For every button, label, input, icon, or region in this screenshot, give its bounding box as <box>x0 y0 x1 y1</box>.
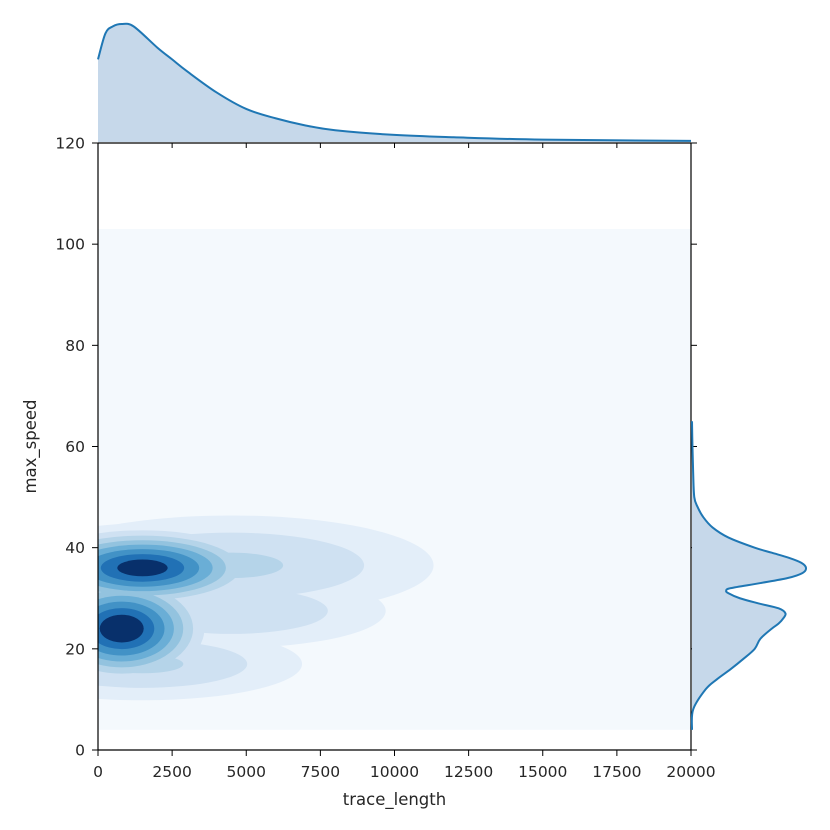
y-axis: 0 20 40 60 80 100 120 <box>55 135 697 760</box>
x-tick-label: 15000 <box>518 763 567 781</box>
y-tick-label: 20 <box>65 640 85 658</box>
right-marginal-line <box>690 421 808 730</box>
y-tick-label: 40 <box>65 539 85 557</box>
x-tick-label: 20000 <box>666 763 715 781</box>
x-axis: 0 2500 5000 7500 10000 12500 15000 17500 20000 <box>93 143 716 781</box>
x-tick-label: 2500 <box>152 763 191 781</box>
y-tick-label: 60 <box>65 438 85 456</box>
x-tick-label: 10000 <box>370 763 419 781</box>
joint-plot-area <box>97 142 692 751</box>
top-marginal-kde <box>97 22 692 143</box>
x-axis-title: trace_length <box>343 790 446 810</box>
x-tick-label: 17500 <box>592 763 641 781</box>
right-marginal-fill <box>691 421 807 730</box>
top-marginal-line <box>97 22 692 142</box>
y-tick-label: 120 <box>55 135 85 153</box>
top-marginal-fill <box>98 23 691 143</box>
density-contour-level-8-mode-2 <box>117 559 168 577</box>
x-tick-label: 0 <box>93 763 103 781</box>
y-tick-label: 0 <box>75 742 85 760</box>
joint-density-contours <box>98 515 434 701</box>
x-tick-label: 7500 <box>301 763 340 781</box>
x-tick-label: 5000 <box>227 763 266 781</box>
y-tick-label: 80 <box>65 337 85 355</box>
density-contour-level-8-mode-1 <box>99 614 144 643</box>
y-tick-label: 100 <box>55 236 85 254</box>
x-tick-label: 12500 <box>444 763 493 781</box>
right-marginal-kde <box>690 421 808 730</box>
y-axis-title: max_speed <box>21 399 41 493</box>
